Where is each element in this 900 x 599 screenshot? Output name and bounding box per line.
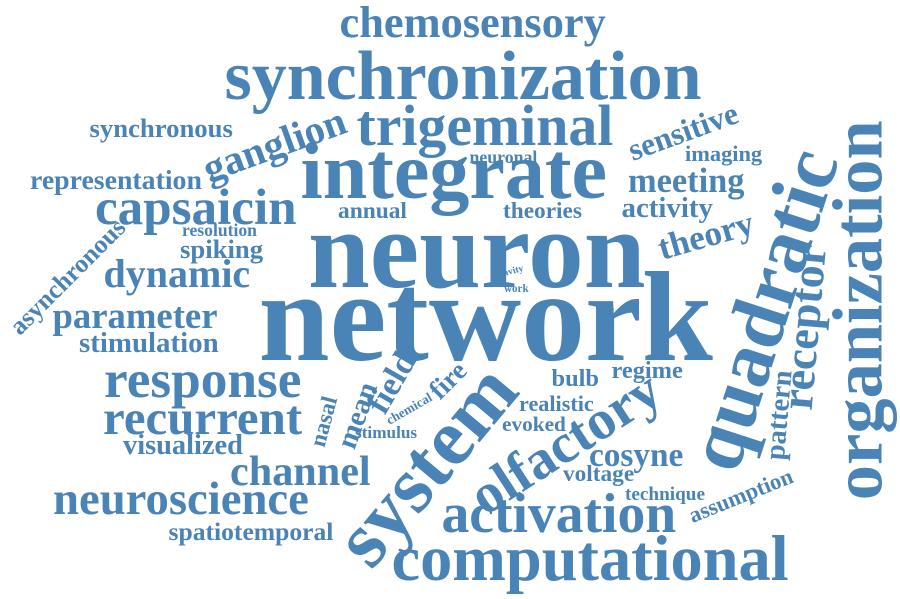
word-spatiotemporal: spatiotemporal (169, 519, 334, 545)
word-neuroscience: neuroscience (53, 476, 309, 523)
word-organization: organization (824, 120, 895, 500)
word-pattern: pattern (761, 369, 797, 461)
word-computational: computational (392, 527, 789, 591)
word-visualized: visualized (123, 432, 243, 460)
word-dynamic: dynamic (104, 254, 251, 294)
word-synchronous: synchronous (90, 115, 233, 142)
